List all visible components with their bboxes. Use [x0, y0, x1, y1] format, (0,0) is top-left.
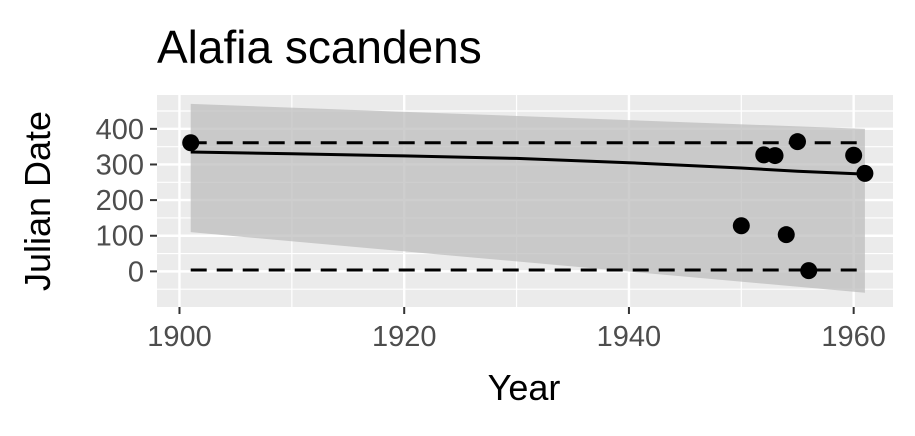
data-point [182, 134, 200, 152]
y-tick-label: 400 [96, 114, 144, 146]
data-point [732, 217, 750, 235]
data-point [766, 147, 784, 165]
chart-title: Alafia scandens [157, 21, 482, 73]
x-tick-label: 1920 [372, 321, 437, 353]
data-point [788, 133, 806, 151]
data-point [845, 146, 863, 164]
x-axis: 1900 1920 1940 1960 [147, 307, 886, 353]
confidence-band [190, 103, 865, 293]
trend-line [190, 150, 865, 176]
y-tick-label: 200 [96, 185, 144, 217]
x-tick-label: 1900 [147, 321, 212, 353]
trend-line-layer [190, 150, 865, 176]
y-axis-title: Julian Date [17, 111, 58, 291]
confidence-band-layer [190, 103, 865, 293]
data-point [800, 262, 818, 280]
x-tick-label: 1960 [821, 321, 886, 353]
data-points [182, 133, 874, 280]
y-tick-label: 100 [96, 221, 144, 253]
reference-lines-layer [190, 141, 865, 272]
data-point [777, 226, 795, 244]
y-tick-label: 300 [96, 149, 144, 181]
data-point [856, 164, 874, 182]
y-tick-label: 0 [128, 256, 144, 288]
x-axis-title: Year [488, 367, 561, 408]
x-tick-label: 1940 [597, 321, 662, 353]
